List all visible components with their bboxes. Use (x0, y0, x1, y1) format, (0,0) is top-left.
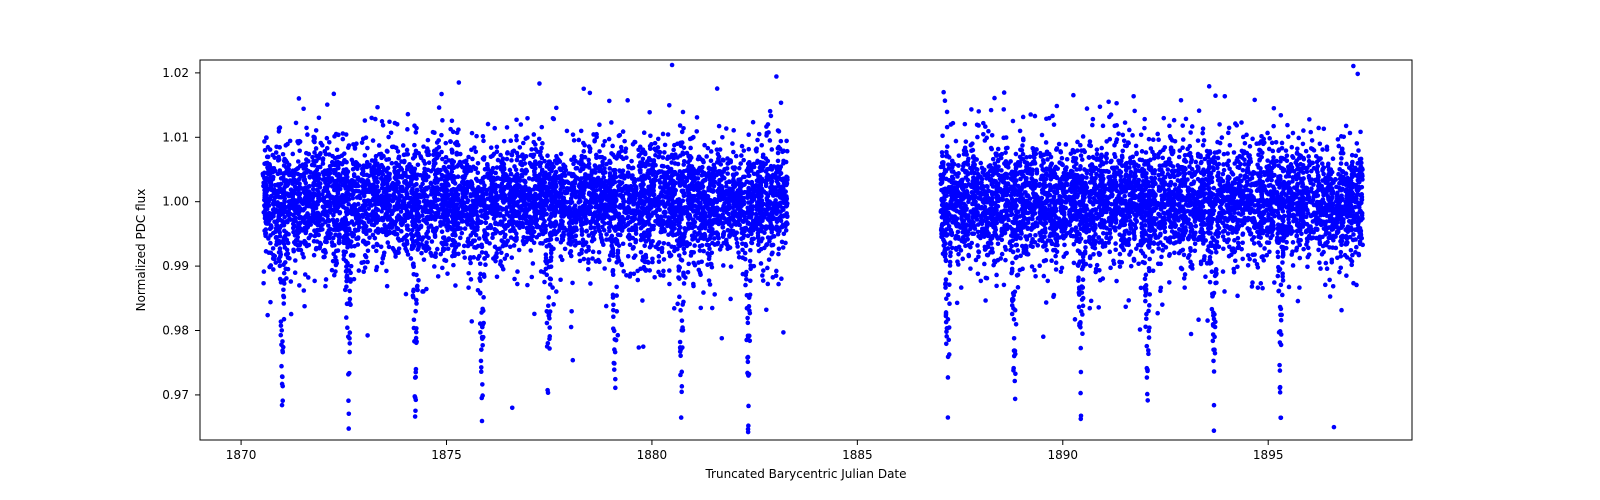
y-axis-label: Normalized PDC flux (134, 189, 148, 312)
x-tick-label: 1875 (431, 448, 462, 462)
x-tick-label: 1890 (1048, 448, 1079, 462)
y-tick-label: 1.02 (162, 66, 189, 80)
chart-svg: 1870 1875 1880 1885 1890 1895 0.97 0.98 0.99 1.00… (0, 0, 1600, 500)
x-tick-label: 1895 (1253, 448, 1284, 462)
y-tick-label: 1.00 (162, 195, 189, 209)
x-tick-label: 1880 (637, 448, 668, 462)
x-axis-label: Truncated Barycentric Julian Date (704, 467, 906, 481)
lightcurve-scatter-chart: 1870 1875 1880 1885 1890 1895 0.97 0.98 0.99 1.00… (0, 0, 1600, 500)
y-tick-label: 0.97 (162, 388, 189, 402)
x-tick-label: 1870 (226, 448, 257, 462)
y-tick-label: 0.99 (162, 259, 189, 273)
x-tick-label: 1885 (842, 448, 873, 462)
y-tick-label: 1.01 (162, 130, 189, 144)
y-tick-label: 0.98 (162, 324, 189, 338)
